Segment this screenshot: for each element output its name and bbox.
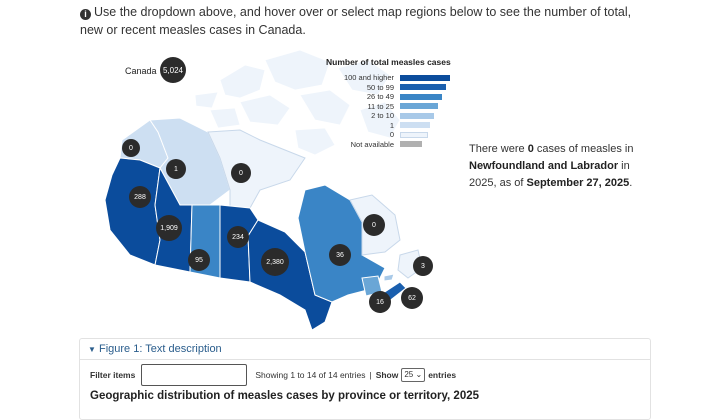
bubble-newfoundland-labrador[interactable]: 0: [363, 214, 385, 236]
region-summary: There were 0 cases of measles in Newfoun…: [469, 143, 634, 189]
bubble-nova-scotia[interactable]: 62: [401, 287, 423, 309]
map-legend: Number of total measles cases 100 and hi…: [326, 57, 452, 149]
bubble-nwt[interactable]: 1: [166, 159, 186, 179]
entries-info: Showing 1 to 14 of 14 entries: [255, 370, 366, 380]
canada-label: Canada: [125, 66, 157, 76]
info-icon: i: [80, 9, 91, 20]
bubble-ontario[interactable]: 2,380: [261, 248, 289, 276]
triangle-down-icon: ▼: [88, 345, 96, 354]
region-ontario[interactable]: [247, 219, 333, 331]
legend-item: 100 and higher: [326, 73, 452, 82]
bubble-new-brunswick[interactable]: 16: [369, 291, 391, 313]
bubble-bc[interactable]: 288: [129, 186, 151, 208]
entries-label: entries: [428, 370, 457, 380]
chevron-down-icon: ⌄: [415, 370, 423, 379]
region-pei[interactable]: [383, 273, 395, 282]
table-controls: Filter items Showing 1 to 14 of 14 entri…: [90, 364, 456, 386]
filter-label: Filter items: [90, 370, 136, 380]
intro-text: i Use the dropdown above, and hover over …: [80, 5, 632, 37]
page-size-select[interactable]: 25 ⌄: [401, 368, 426, 382]
arctic-islands[interactable]: [194, 49, 401, 156]
bubble-nunavut[interactable]: 0: [231, 163, 251, 183]
bubble-manitoba[interactable]: 234: [227, 226, 249, 248]
legend-item: Not available: [326, 140, 452, 149]
bubble-alberta[interactable]: 1,909: [156, 215, 182, 241]
region-nunavut[interactable]: [207, 129, 306, 209]
figure-toggle[interactable]: ▼ Figure 1: Text description: [88, 343, 222, 355]
region-british-columbia[interactable]: [104, 157, 161, 266]
separator: |: [369, 370, 372, 380]
bubble-saskatchewan[interactable]: 95: [188, 249, 210, 271]
filter-input[interactable]: [141, 364, 248, 386]
legend-item: 2 to 10: [326, 111, 452, 120]
bubble-pei[interactable]: 3: [413, 256, 433, 276]
table-title: Geographic distribution of measles cases…: [90, 390, 480, 402]
legend-item: 1: [326, 121, 452, 130]
figure-description-panel: ▼ Figure 1: Text description Filter item…: [79, 338, 651, 420]
divider: [80, 359, 650, 360]
bubble-yukon[interactable]: 0: [122, 139, 140, 157]
bubble-canada[interactable]: 5,024: [160, 57, 186, 83]
legend-item: 0: [326, 130, 452, 139]
legend-item: 50 to 99: [326, 83, 452, 92]
legend-item: 26 to 49: [326, 92, 452, 101]
legend-item: 11 to 25: [326, 102, 452, 111]
bubble-quebec[interactable]: 36: [329, 244, 351, 266]
show-label: Show: [375, 370, 399, 380]
legend-title: Number of total measles cases: [326, 57, 451, 67]
